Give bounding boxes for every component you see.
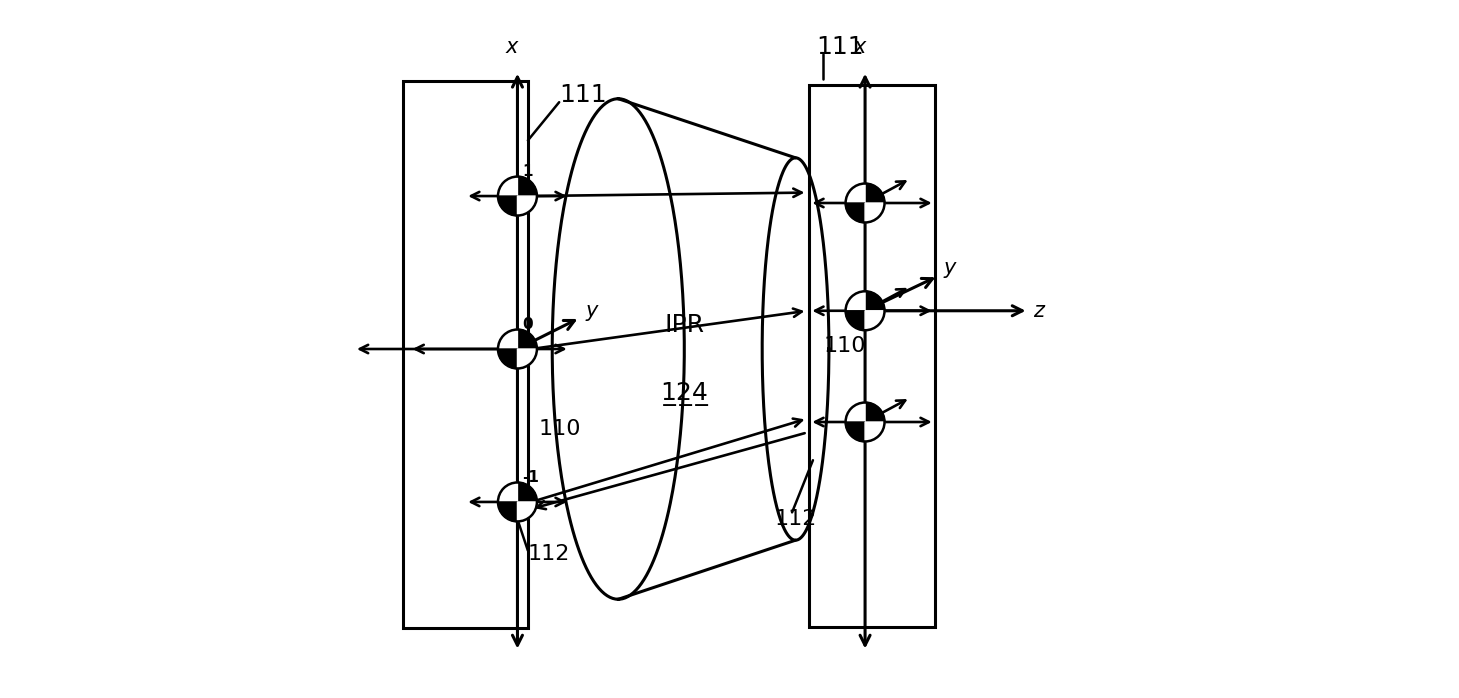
Wedge shape: [865, 403, 884, 422]
Wedge shape: [846, 311, 865, 330]
Text: IPR: IPR: [664, 313, 705, 336]
Wedge shape: [846, 422, 865, 441]
Wedge shape: [498, 329, 518, 349]
Wedge shape: [518, 482, 537, 502]
Wedge shape: [865, 184, 884, 203]
Wedge shape: [865, 291, 884, 311]
Text: 110: 110: [538, 419, 581, 439]
Text: $z$: $z$: [1033, 301, 1046, 321]
Wedge shape: [498, 196, 518, 216]
Wedge shape: [865, 203, 884, 223]
Wedge shape: [498, 349, 518, 369]
Text: 110: 110: [823, 336, 865, 355]
Wedge shape: [865, 311, 884, 330]
Wedge shape: [846, 184, 865, 203]
Text: $x$: $x$: [852, 37, 868, 57]
Wedge shape: [518, 196, 537, 216]
Wedge shape: [518, 349, 537, 369]
Text: 111: 111: [817, 35, 864, 59]
Wedge shape: [518, 177, 537, 196]
Wedge shape: [498, 482, 518, 502]
Wedge shape: [865, 422, 884, 441]
Text: -1: -1: [522, 470, 540, 484]
Wedge shape: [846, 203, 865, 223]
Text: 111: 111: [559, 83, 607, 107]
Text: 1̲2̲4̲: 1̲2̲4̲: [661, 383, 708, 406]
Text: $y$: $y$: [943, 260, 959, 281]
Text: 0: 0: [522, 317, 533, 332]
Text: $y$: $y$: [585, 303, 600, 323]
Text: 112: 112: [775, 510, 817, 529]
Text: 112: 112: [528, 544, 570, 564]
Text: 1: 1: [522, 163, 533, 179]
Wedge shape: [846, 291, 865, 311]
Wedge shape: [518, 329, 537, 349]
Wedge shape: [498, 502, 518, 521]
Wedge shape: [518, 502, 537, 521]
Wedge shape: [498, 177, 518, 196]
Wedge shape: [846, 403, 865, 422]
Text: $x$: $x$: [505, 37, 519, 57]
